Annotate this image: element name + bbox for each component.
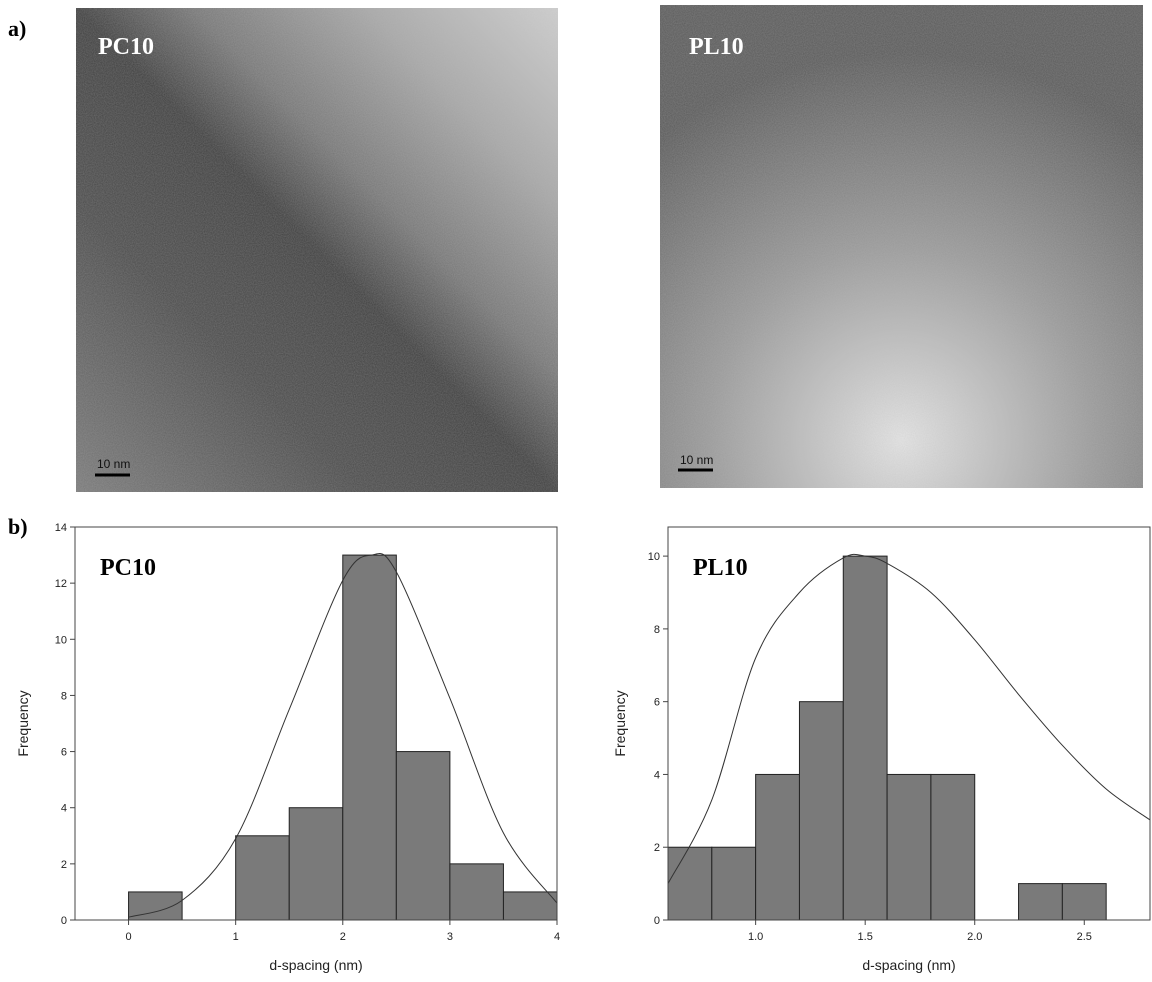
image-label: PL10 — [689, 34, 744, 60]
bar — [711, 846, 757, 921]
scale-bar-label: 10 nm — [97, 457, 130, 471]
panel-label: b) — [8, 514, 28, 539]
x-tick-label: 1.5 — [858, 931, 873, 943]
fit-curve — [128, 552, 558, 918]
tem-image-pl10: PL10 10 nm — [660, 5, 1143, 488]
x-tick-label: 2 — [340, 931, 346, 943]
y-tick-label: 6 — [61, 747, 67, 759]
chart-label: PL10 — [693, 555, 748, 581]
x-tick-label: 2.0 — [967, 931, 982, 943]
y-tick-label: 2 — [61, 859, 67, 871]
image-label: PC10 — [98, 34, 154, 60]
x-tick-label: 1 — [233, 931, 239, 943]
y-tick-label: 12 — [55, 578, 67, 590]
x-tick-label: 4 — [554, 931, 560, 943]
y-tick-label: 10 — [55, 634, 67, 646]
y-tick-label: 14 — [55, 522, 67, 534]
bar — [395, 751, 451, 921]
x-tick-label: 1.0 — [748, 931, 763, 943]
y-axis-label: Frequency — [15, 690, 31, 756]
x-tick-label: 3 — [447, 931, 453, 943]
x-tick-label: 2.5 — [1077, 931, 1092, 943]
bar — [755, 773, 800, 921]
bar — [502, 891, 558, 921]
bar — [342, 554, 397, 921]
plot-frame — [74, 526, 558, 921]
y-tick-label: 10 — [648, 551, 660, 563]
bar — [1061, 883, 1107, 921]
tem-image-pc10: PC10 10 nm — [76, 8, 558, 492]
bar — [288, 807, 344, 921]
y-tick-label: 2 — [654, 842, 660, 854]
y-tick-label: 8 — [654, 624, 660, 636]
bar — [1018, 883, 1063, 921]
y-tick-label: 4 — [61, 803, 67, 815]
bar — [667, 846, 713, 921]
bar — [930, 773, 976, 921]
bar — [235, 835, 290, 921]
y-tick-label: 8 — [61, 690, 67, 702]
plot-frame — [667, 526, 1151, 921]
bar — [886, 773, 932, 921]
x-axis-label: d-spacing (nm) — [269, 957, 362, 973]
x-tick-label: 0 — [125, 931, 131, 943]
panel-label: a) — [8, 16, 26, 41]
y-axis-label: Frequency — [612, 690, 628, 756]
scale-bar-label: 10 nm — [680, 453, 713, 467]
x-axis-label: d-spacing (nm) — [862, 957, 955, 973]
bar — [798, 701, 844, 921]
bar — [842, 555, 888, 921]
bar — [449, 863, 504, 921]
y-tick-label: 0 — [61, 915, 67, 927]
y-tick-label: 4 — [654, 769, 660, 781]
y-tick-label: 0 — [654, 915, 660, 927]
fit-curve — [667, 553, 1151, 884]
chart-label: PC10 — [100, 555, 156, 581]
y-tick-label: 6 — [654, 697, 660, 709]
